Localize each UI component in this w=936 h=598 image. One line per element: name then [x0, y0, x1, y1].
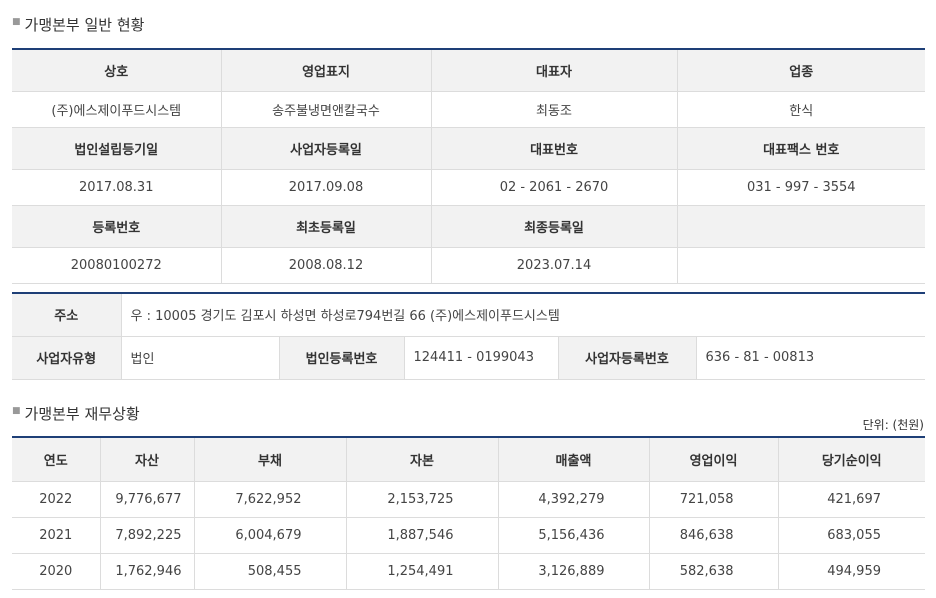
table-row: 주소 우 : 10005 경기도 김포시 하성면 하성로794번길 66 (주)…	[12, 293, 926, 337]
revenue-cell: 5,156,436	[498, 517, 650, 554]
operating-income-cell: 846,638	[649, 517, 779, 554]
operating-income-cell: 721,058	[649, 481, 779, 518]
table-row: 2021 7,892,225 6,004,679 1,887,546 5,156…	[12, 517, 925, 554]
liabilities-cell: 508,455	[194, 553, 347, 590]
header-cell: 당기순이익	[778, 437, 925, 482]
corp-reg-label: 법인등록번호	[279, 336, 405, 380]
general-section-title: ■ 가맹본부 일반 현황	[12, 14, 144, 35]
table-header-row: 연도 자산 부채 자본 매출액 영업이익 당기순이익	[12, 437, 925, 482]
address-value: 우 : 10005 경기도 김포시 하성면 하성로794번길 66 (주)에스제…	[121, 293, 926, 337]
table-row: 2017.08.31 2017.09.08 02 - 2061 - 2670 0…	[12, 169, 925, 206]
header-cell-empty	[677, 205, 925, 248]
general-title-text: 가맹본부 일반 현황	[24, 16, 145, 34]
year-cell: 2021	[12, 517, 101, 554]
biz-reg-label: 사업자등록번호	[558, 336, 697, 380]
header-cell: 연도	[12, 437, 101, 482]
empty-cell	[677, 247, 925, 284]
net-income-cell: 683,055	[778, 517, 925, 554]
biz-registration-date: 2017.09.08	[221, 169, 432, 206]
bullet-icon: ■	[12, 16, 21, 27]
header-cell: 대표팩스 번호	[677, 127, 925, 170]
header-cell: 매출액	[498, 437, 650, 482]
year-cell: 2020	[12, 553, 101, 590]
equity-cell: 1,887,546	[346, 517, 499, 554]
main-phone: 02 - 2061 - 2670	[431, 169, 678, 206]
header-cell: 법인설립등기일	[12, 127, 222, 170]
main-fax: 031 - 997 - 3554	[677, 169, 925, 206]
header-cell: 최초등록일	[221, 205, 432, 248]
table-header-row: 상호 영업표지 대표자 업종	[12, 49, 925, 92]
liabilities-cell: 7,622,952	[194, 481, 347, 518]
biz-type-value: 법인	[121, 336, 280, 380]
table-row: 2022 9,776,677 7,622,952 2,153,725 4,392…	[12, 481, 925, 518]
header-cell: 대표번호	[431, 127, 678, 170]
company-name: (주)에스제이푸드시스템	[12, 91, 222, 128]
general-info-table: 상호 영업표지 대표자 업종 (주)에스제이푸드시스템 송주불냉면앤칼국수 최동…	[12, 48, 925, 284]
table-row: (주)에스제이푸드시스템 송주불냉면앤칼국수 최동조 한식	[12, 91, 925, 128]
table-row: 2020 1,762,946 508,455 1,254,491 3,126,8…	[12, 553, 925, 590]
registration-number: 20080100272	[12, 247, 222, 284]
equity-cell: 1,254,491	[346, 553, 499, 590]
first-registration-date: 2008.08.12	[221, 247, 432, 284]
header-cell: 업종	[677, 49, 925, 92]
biz-reg-value: 636 - 81 - 00813	[696, 336, 926, 380]
liabilities-cell: 6,004,679	[194, 517, 347, 554]
header-cell: 자본	[346, 437, 499, 482]
finance-title-text: 가맹본부 재무상황	[24, 405, 140, 423]
header-cell: 대표자	[431, 49, 678, 92]
year-cell: 2022	[12, 481, 101, 518]
header-cell: 상호	[12, 49, 222, 92]
table-row: 20080100272 2008.08.12 2023.07.14	[12, 247, 925, 284]
header-cell: 등록번호	[12, 205, 222, 248]
header-cell: 영업이익	[649, 437, 779, 482]
bullet-icon: ■	[12, 405, 21, 416]
net-income-cell: 421,697	[778, 481, 925, 518]
assets-cell: 9,776,677	[100, 481, 195, 518]
address-label: 주소	[12, 293, 122, 337]
assets-cell: 1,762,946	[100, 553, 195, 590]
address-table: 주소 우 : 10005 경기도 김포시 하성면 하성로794번길 66 (주)…	[12, 292, 926, 380]
ceo-name: 최동조	[431, 91, 678, 128]
header-cell: 자산	[100, 437, 195, 482]
header-cell: 사업자등록일	[221, 127, 432, 170]
incorporation-date: 2017.08.31	[12, 169, 222, 206]
unit-label: 단위: (천원)	[862, 418, 924, 432]
corp-reg-value: 124411 - 0199043	[404, 336, 559, 380]
header-cell: 최종등록일	[431, 205, 678, 248]
net-income-cell: 494,959	[778, 553, 925, 590]
table-row: 사업자유형 법인 법인등록번호 124411 - 0199043 사업자등록번호…	[12, 336, 926, 380]
equity-cell: 2,153,725	[346, 481, 499, 518]
revenue-cell: 3,126,889	[498, 553, 650, 590]
table-header-row: 등록번호 최초등록일 최종등록일	[12, 205, 925, 248]
header-cell: 영업표지	[221, 49, 432, 92]
finance-table: 연도 자산 부채 자본 매출액 영업이익 당기순이익 2022 9,776,67…	[12, 436, 925, 590]
header-cell: 부채	[194, 437, 347, 482]
assets-cell: 7,892,225	[100, 517, 195, 554]
operating-income-cell: 582,638	[649, 553, 779, 590]
finance-section-title: ■ 가맹본부 재무상황	[12, 403, 140, 424]
table-header-row: 법인설립등기일 사업자등록일 대표번호 대표팩스 번호	[12, 127, 925, 170]
last-registration-date: 2023.07.14	[431, 247, 678, 284]
brand-name: 송주불냉면앤칼국수	[221, 91, 432, 128]
biz-type-label: 사업자유형	[12, 336, 122, 380]
industry: 한식	[677, 91, 925, 128]
revenue-cell: 4,392,279	[498, 481, 650, 518]
